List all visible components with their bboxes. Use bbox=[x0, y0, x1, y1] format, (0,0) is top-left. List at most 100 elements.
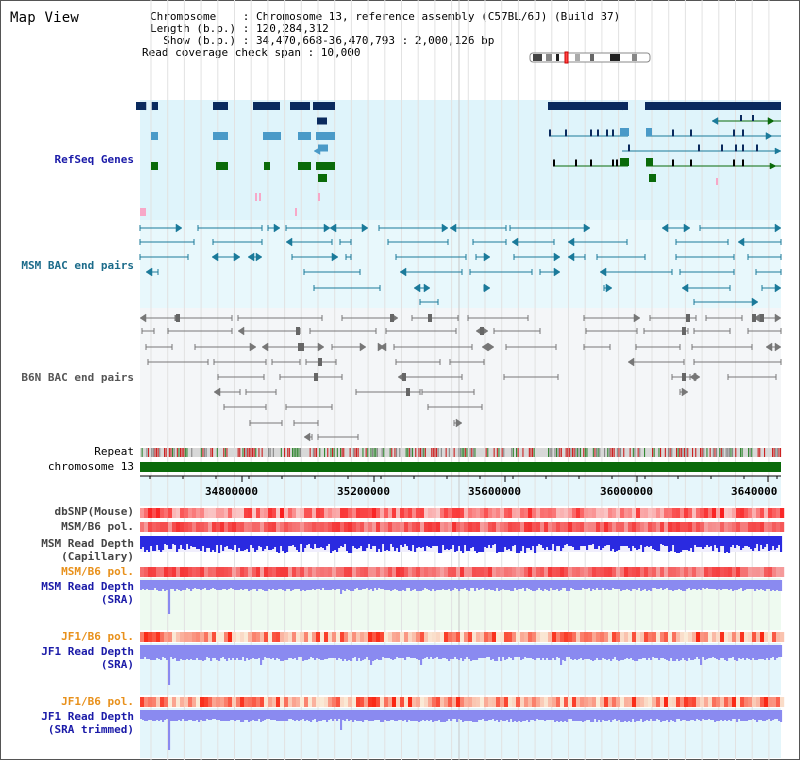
depth-bar bbox=[744, 536, 747, 546]
depth-bar bbox=[646, 580, 649, 591]
depth-bar bbox=[746, 645, 749, 658]
depth-bar bbox=[616, 536, 619, 551]
heat-cell bbox=[712, 632, 717, 642]
heat-cell bbox=[524, 522, 529, 532]
msm-depth-sra-track[interactable] bbox=[140, 580, 783, 614]
chromosome-bar[interactable] bbox=[140, 462, 781, 472]
depth-bar bbox=[540, 536, 543, 545]
depth-bar bbox=[484, 645, 487, 658]
heat-cell bbox=[696, 508, 701, 518]
depth-bar bbox=[544, 580, 547, 589]
jf1-depth-sra-track[interactable] bbox=[140, 645, 783, 685]
depth-bar bbox=[514, 710, 517, 721]
chromosome-ideogram[interactable] bbox=[529, 51, 651, 64]
depth-bar bbox=[392, 536, 395, 547]
depth-bar bbox=[390, 580, 393, 591]
depth-bar bbox=[234, 580, 237, 590]
depth-bar bbox=[750, 710, 753, 720]
depth-bar bbox=[362, 536, 365, 551]
msm-depth-capillary-track[interactable] bbox=[140, 536, 783, 553]
depth-bar bbox=[592, 580, 595, 589]
depth-bar bbox=[196, 645, 199, 658]
depth-bar bbox=[678, 580, 681, 589]
ideogram-position-marker[interactable] bbox=[564, 51, 569, 64]
repeat-mark bbox=[183, 448, 185, 457]
depth-bar bbox=[378, 710, 381, 720]
bac-end-block bbox=[318, 358, 322, 366]
depth-bar bbox=[234, 645, 237, 660]
axis-tick-label: 35600000 bbox=[468, 485, 521, 498]
repeat-mark bbox=[463, 448, 465, 457]
b6n-bac-track[interactable] bbox=[139, 313, 782, 442]
depth-bar bbox=[456, 536, 459, 551]
heat-cell bbox=[264, 697, 269, 707]
depth-bar bbox=[608, 710, 611, 720]
depth-bar bbox=[212, 710, 215, 719]
depth-bar bbox=[442, 710, 445, 722]
depth-bar bbox=[372, 710, 375, 721]
depth-bar bbox=[222, 536, 225, 551]
heat-cell bbox=[384, 522, 389, 532]
depth-bar bbox=[306, 710, 309, 720]
jf1-b6-pol-track-2[interactable] bbox=[140, 697, 785, 707]
depth-bar bbox=[192, 580, 195, 589]
depth-bar bbox=[204, 710, 207, 721]
heat-cell bbox=[488, 632, 493, 642]
heat-cell bbox=[416, 697, 421, 707]
repeat-mark bbox=[280, 448, 282, 457]
depth-bar bbox=[246, 536, 249, 549]
refseq-genes-track[interactable] bbox=[136, 101, 782, 216]
heat-cell bbox=[184, 632, 189, 642]
repeat-mark bbox=[375, 448, 377, 457]
depth-bar bbox=[608, 580, 611, 590]
depth-bar bbox=[588, 710, 591, 720]
right-arrow-icon bbox=[751, 297, 759, 307]
heat-cell bbox=[168, 697, 173, 707]
depth-bar bbox=[316, 645, 319, 658]
heat-cell bbox=[348, 522, 353, 532]
jf1-b6-pol-track[interactable] bbox=[140, 632, 785, 642]
heat-cell bbox=[220, 508, 225, 518]
depth-bar bbox=[348, 710, 351, 721]
heat-cell bbox=[736, 508, 741, 518]
depth-bar bbox=[634, 580, 637, 589]
depth-bar bbox=[246, 580, 249, 589]
jf1-depth-sra-label-2: (SRA) bbox=[100, 658, 134, 671]
heat-cell bbox=[336, 522, 341, 532]
msm-b6-pol-track[interactable] bbox=[140, 522, 785, 532]
depth-bar bbox=[176, 645, 179, 661]
heat-cell bbox=[160, 567, 165, 577]
repeat-mark bbox=[250, 448, 252, 457]
depth-bar bbox=[306, 580, 309, 590]
right-arrow-icon bbox=[774, 342, 782, 352]
heat-cell bbox=[492, 508, 497, 518]
jf1-depth-trim-track[interactable] bbox=[140, 710, 783, 750]
depth-bar bbox=[674, 536, 677, 552]
msm-depth-sra-label: MSM Read Depth bbox=[41, 580, 134, 593]
msm-b6-pol-track-2[interactable] bbox=[140, 567, 785, 577]
position-axis[interactable]: 34800000 35200000 35600000 36000000 3640000 bbox=[140, 475, 781, 498]
heat-cell bbox=[204, 567, 209, 577]
heat-cell bbox=[700, 632, 705, 642]
heat-cell bbox=[604, 522, 609, 532]
repeat-mark bbox=[511, 448, 513, 457]
msm-bac-track[interactable] bbox=[139, 223, 782, 307]
depth-bar bbox=[574, 645, 577, 659]
depth-bar bbox=[282, 580, 285, 590]
depth-bar bbox=[166, 645, 169, 660]
depth-bar bbox=[352, 580, 355, 591]
right-arrow-icon bbox=[441, 223, 449, 233]
heat-cell bbox=[692, 522, 697, 532]
dbsnp-track[interactable] bbox=[140, 508, 785, 518]
depth-bar bbox=[672, 536, 675, 545]
repeat-mark bbox=[565, 448, 567, 457]
depth-bar bbox=[702, 645, 705, 657]
depth-bar bbox=[550, 710, 553, 720]
heat-cell bbox=[724, 567, 729, 577]
heat-cell bbox=[312, 632, 317, 642]
heat-cell bbox=[560, 508, 565, 518]
heat-cell bbox=[552, 697, 557, 707]
repeat-track[interactable] bbox=[140, 448, 782, 457]
repeat-mark bbox=[244, 448, 246, 457]
